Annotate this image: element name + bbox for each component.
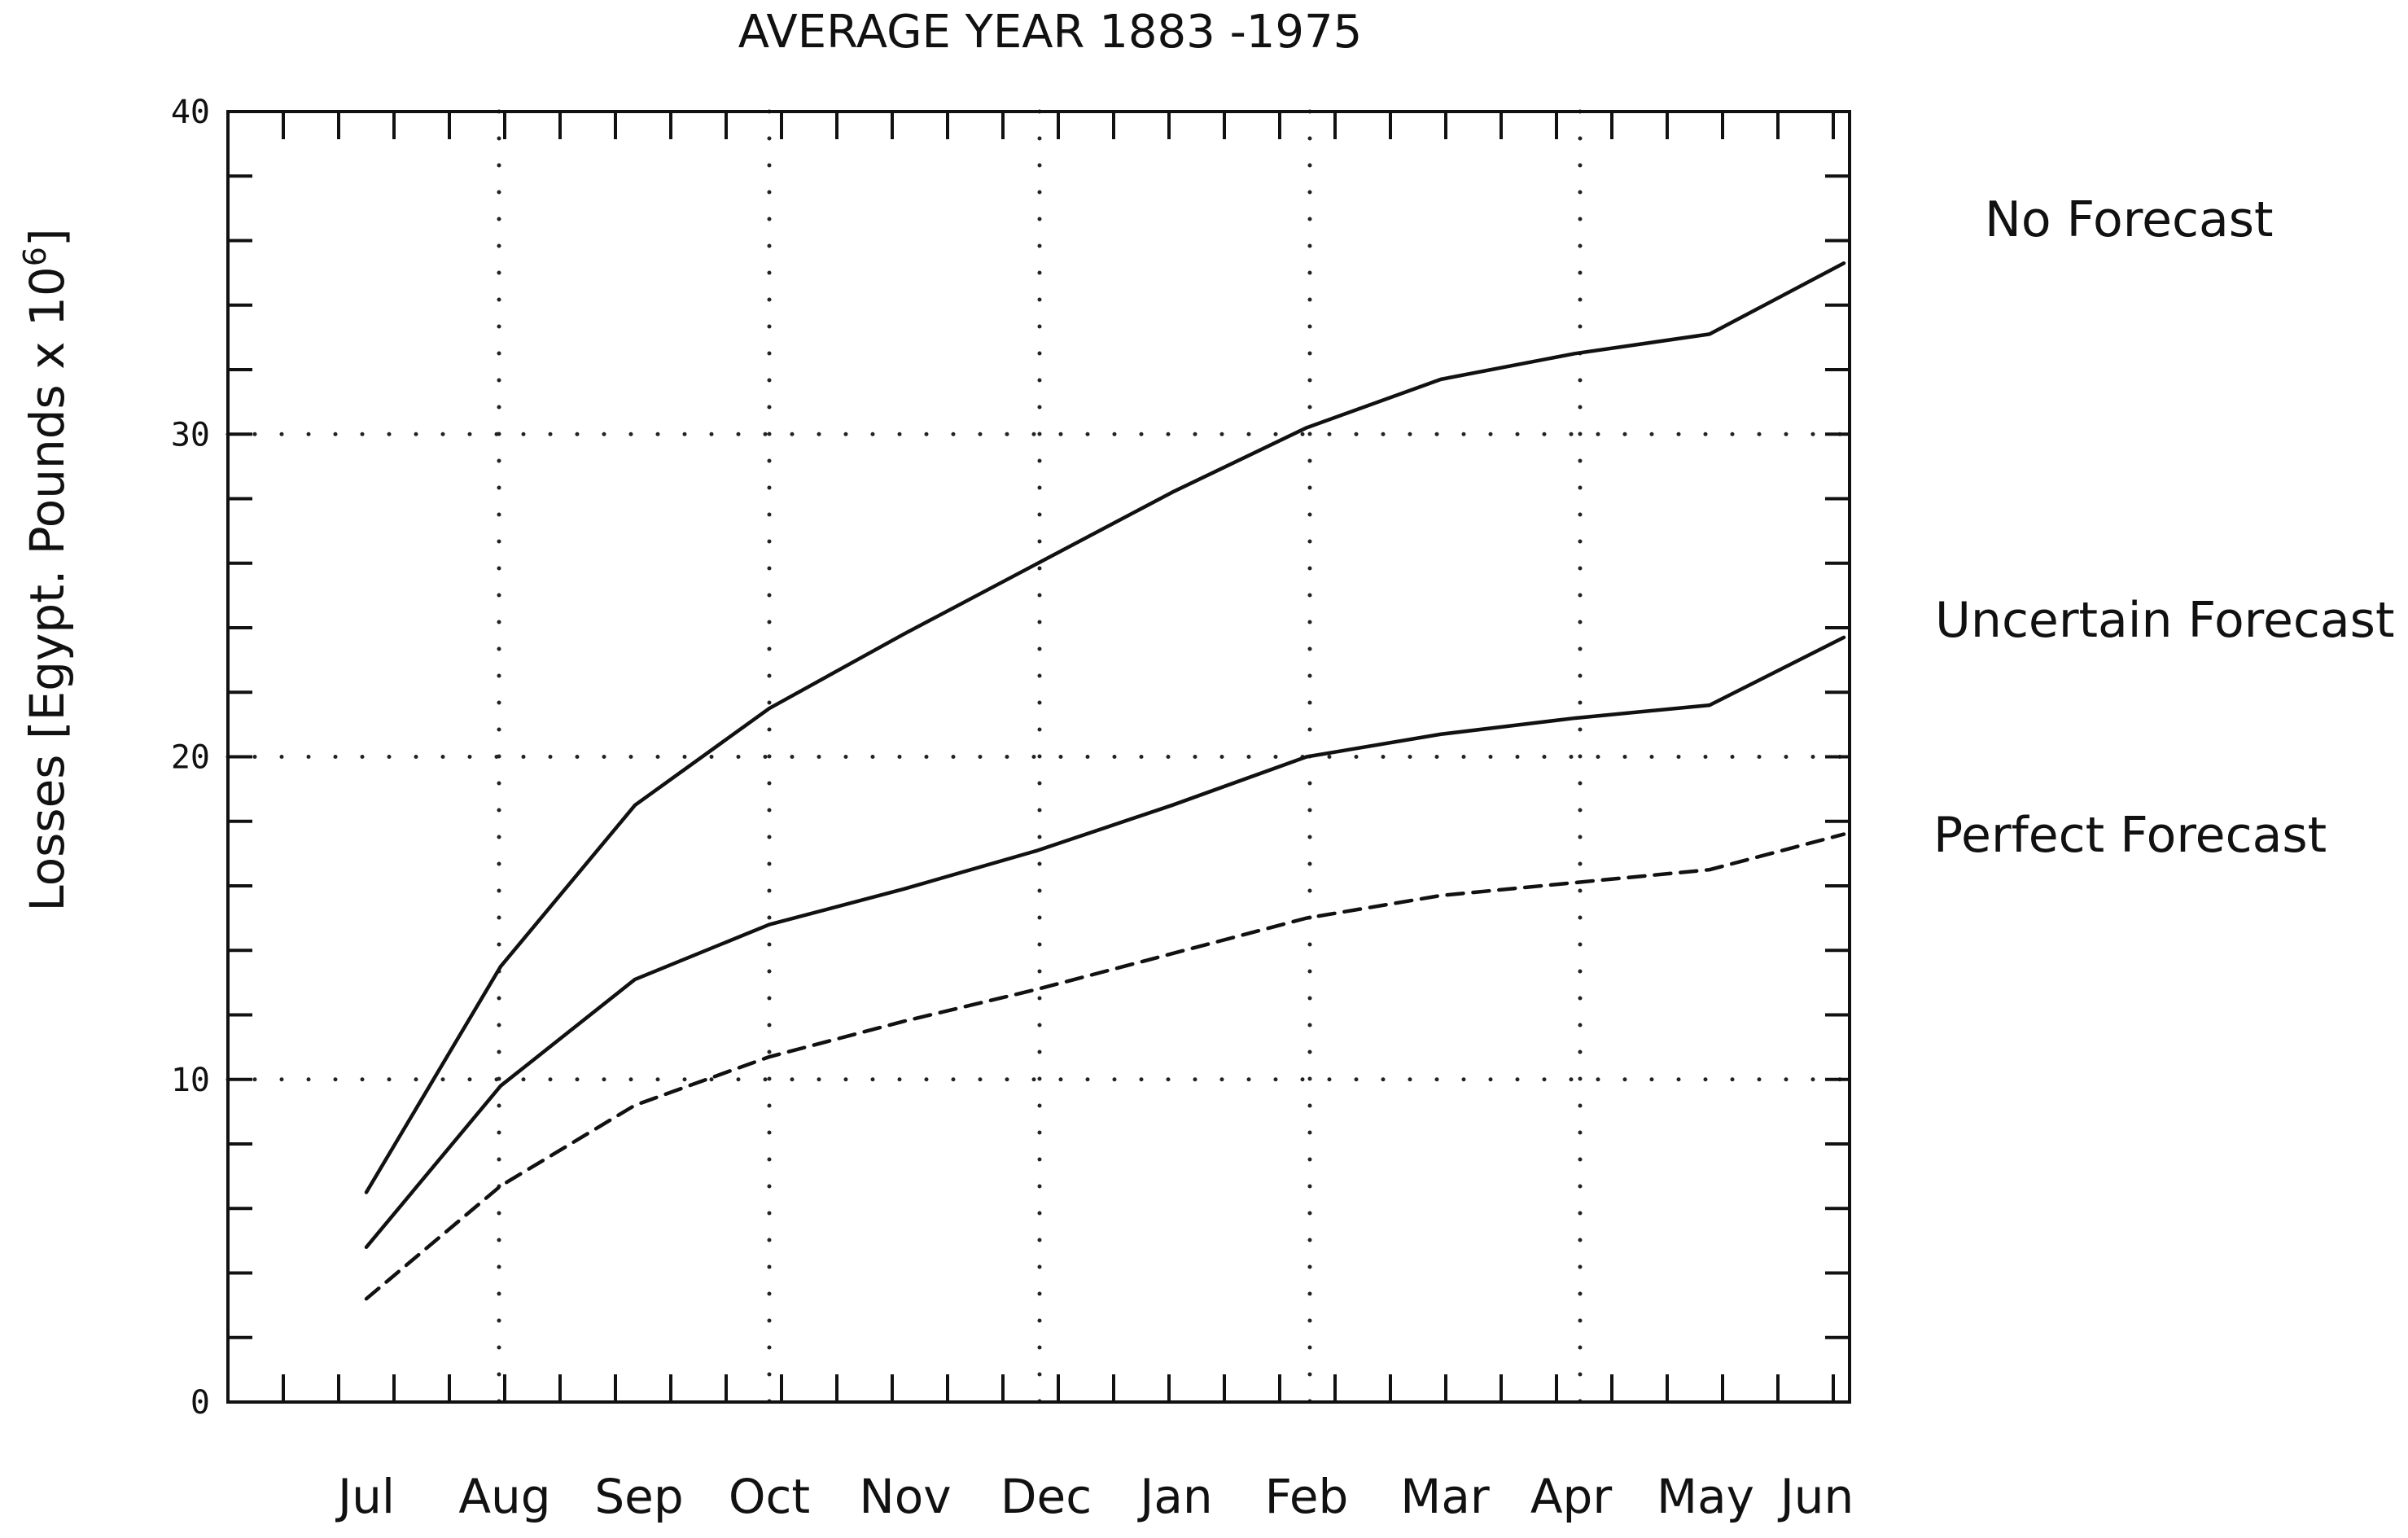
y-tick-label: 20 bbox=[171, 739, 210, 777]
y-axis-label-suffix: ] bbox=[20, 228, 75, 247]
series-line-no-forecast bbox=[364, 261, 1846, 1194]
y-tick-label: 0 bbox=[190, 1384, 210, 1422]
x-tick-label: May bbox=[1657, 1469, 1754, 1524]
series-lines bbox=[364, 261, 1846, 1301]
series-line-uncertain-forecast bbox=[364, 635, 1846, 1250]
y-axis-label: Losses [Egypt. Pounds x 106] bbox=[17, 228, 75, 911]
x-tick-label: Sep bbox=[594, 1469, 683, 1524]
series-labels: No Forecast Uncertain Forecast Perfect For… bbox=[1933, 191, 2394, 864]
x-tick-label: Aug bbox=[458, 1469, 550, 1524]
x-tick-label: Nov bbox=[859, 1469, 951, 1524]
x-tick-label: Feb bbox=[1265, 1469, 1349, 1524]
x-tick-label: Jun bbox=[1778, 1469, 1854, 1524]
y-tick-labels: 0 10 20 30 40 bbox=[171, 94, 210, 1422]
x-tick-label: Jan bbox=[1137, 1469, 1212, 1524]
y-tick-label: 30 bbox=[171, 416, 210, 454]
y-axis-label-superscript: 6 bbox=[17, 247, 53, 266]
x-tick-label: Dec bbox=[1000, 1469, 1092, 1524]
x-tick-label: Apr bbox=[1530, 1469, 1612, 1524]
series-label-uncertain-forecast: Uncertain Forecast bbox=[1935, 592, 2394, 649]
series-line-perfect-forecast bbox=[364, 832, 1846, 1301]
series-label-no-forecast: No Forecast bbox=[1985, 191, 2274, 248]
x-tick-label: Jul bbox=[335, 1469, 395, 1524]
x-tick-label: Mar bbox=[1400, 1469, 1490, 1524]
minor-ticks bbox=[228, 112, 1850, 1402]
y-tick-label: 10 bbox=[171, 1062, 210, 1099]
x-tick-labels: Jul Aug Sep Oct Nov Dec Jan Feb Mar Apr May Jun bbox=[335, 1469, 1854, 1524]
series-label-perfect-forecast: Perfect Forecast bbox=[1933, 807, 2327, 864]
y-axis-label-main: Losses [Egypt. Pounds x 10 bbox=[20, 266, 75, 911]
x-tick-label: Oct bbox=[729, 1469, 810, 1524]
chart-title: AVERAGE YEAR 1883 -1975 bbox=[738, 6, 1363, 59]
y-tick-label: 40 bbox=[171, 94, 210, 131]
